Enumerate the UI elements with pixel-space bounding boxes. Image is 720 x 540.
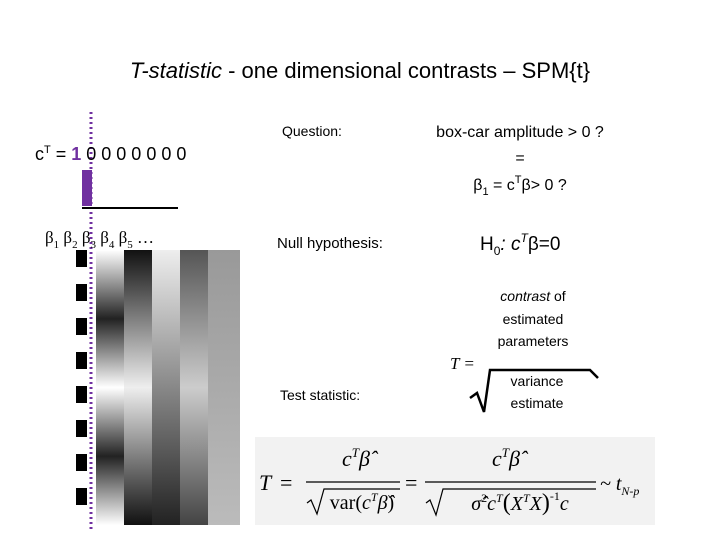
text-part: β xyxy=(59,228,72,247)
text-part: H xyxy=(480,234,494,255)
text-part: T xyxy=(520,231,529,245)
sym: ) xyxy=(388,492,395,514)
sup: -1 xyxy=(550,489,560,503)
sym: c xyxy=(362,492,371,514)
sym: X xyxy=(529,493,543,515)
regressor xyxy=(124,250,152,525)
text-part: 0 xyxy=(494,244,501,258)
text-part: 4 xyxy=(109,239,115,251)
text: of xyxy=(550,288,566,304)
text-part: β xyxy=(473,177,482,194)
title-rest: - one dimensional contrasts – SPM{t} xyxy=(222,58,590,83)
question-formula: β1 = cTβ> 0 ? xyxy=(473,174,567,198)
sqrt xyxy=(425,488,596,517)
text-part: β xyxy=(78,228,91,247)
null-label: Null hypothesis: xyxy=(277,235,383,252)
regressor xyxy=(180,250,208,525)
question-text: box-car amplitude > 0 ? xyxy=(436,124,604,141)
text-part: : c xyxy=(500,234,521,255)
equals: = xyxy=(280,470,292,495)
text-part: β xyxy=(114,228,127,247)
text-part: 2 xyxy=(72,239,78,251)
regressor xyxy=(208,250,240,525)
question-equals: = xyxy=(515,150,524,167)
sym: ) xyxy=(542,490,550,516)
text-part: β> 0 ? xyxy=(522,177,567,194)
text-part: 3 xyxy=(90,239,96,251)
null-statement: H0: cTβ=0 xyxy=(480,231,560,258)
text: estimate xyxy=(511,395,564,411)
contrast-vector: cT = 1 0 0 0 0 0 0 0 xyxy=(35,144,186,164)
equals: = xyxy=(51,144,72,164)
superscript: T xyxy=(44,144,51,156)
sym: c xyxy=(342,446,352,471)
sym: c xyxy=(492,446,502,471)
formula-panel xyxy=(255,437,655,525)
contrast-weights: 0 0 0 0 0 0 0 xyxy=(81,144,186,164)
regressor xyxy=(240,250,252,525)
text: contrast xyxy=(500,288,551,304)
sup: 2 xyxy=(481,491,487,505)
numerator-line: contrast of xyxy=(500,288,565,304)
sym: c xyxy=(487,493,496,515)
text-part: β xyxy=(45,228,54,247)
regressor xyxy=(96,250,124,525)
contrast-bar xyxy=(82,170,92,206)
sub: N-p xyxy=(620,484,639,498)
text-part: T xyxy=(515,174,522,186)
text-part: 1 xyxy=(482,186,488,198)
sup: T xyxy=(523,491,531,505)
denominator: var(cTβ̂) xyxy=(330,490,396,514)
sym: ( xyxy=(503,490,511,516)
distribution: ~ tN-p xyxy=(600,473,639,498)
equals: = xyxy=(405,470,417,495)
text-part: 5 xyxy=(127,239,133,251)
title: T-statistic - one dimensional contrasts … xyxy=(130,58,590,83)
sqrt-bar xyxy=(469,368,599,413)
text: parameters xyxy=(498,333,569,349)
title-emphasis: T-statistic xyxy=(130,58,222,83)
contrast-symbol: c xyxy=(35,144,44,164)
sup: T xyxy=(502,445,510,460)
sup: T xyxy=(371,490,379,504)
box-car xyxy=(76,250,87,505)
text-part: = c xyxy=(489,177,515,194)
text: variance xyxy=(511,373,564,389)
design-matrix xyxy=(76,250,252,525)
sym: X xyxy=(510,493,524,515)
sym: c xyxy=(560,493,569,515)
sup: T xyxy=(352,445,360,460)
text-part: β xyxy=(96,228,109,247)
sup: T xyxy=(496,491,504,505)
text-part: … xyxy=(133,228,154,247)
question-label: Question: xyxy=(282,123,342,139)
t: T xyxy=(259,470,273,495)
text: estimated xyxy=(503,311,564,327)
contrast-weight: 1 xyxy=(71,144,81,164)
beta-labels: β1 β2 β3 β4 β5 … xyxy=(45,228,154,251)
regressor xyxy=(152,250,180,525)
text-part: 1 xyxy=(54,239,60,251)
sqrt xyxy=(306,488,400,516)
test-label: Test statistic: xyxy=(280,387,360,403)
sym: ~ t xyxy=(600,473,622,495)
text-part: β=0 xyxy=(528,234,561,255)
t-lhs: T = xyxy=(450,354,475,373)
sym: var( xyxy=(330,492,363,514)
